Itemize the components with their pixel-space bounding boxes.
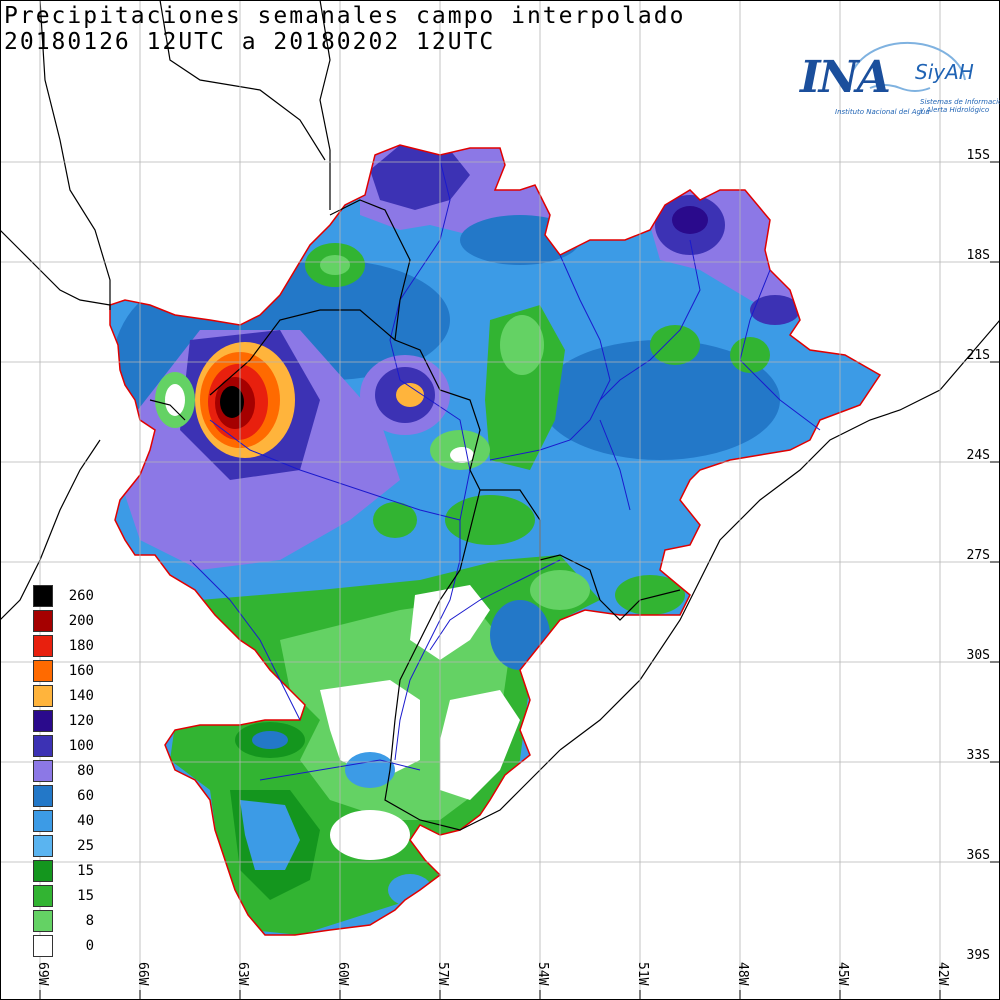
longitude-label: 51W [635,962,650,986]
latitude-label: 21S [966,348,990,363]
latitude-label: 27S [966,548,990,563]
logo-institution-text: Instituto Nacional del Agua [835,108,930,116]
legend-item: 160 [33,660,113,684]
legend-label: 160 [68,663,94,679]
legend-item: 0 [33,935,113,959]
legend-label: 60 [77,788,94,804]
latitude-label: 15S [966,148,990,163]
legend-item: 100 [33,735,113,759]
legend-label: 25 [77,838,94,854]
longitude-label: 69W [35,962,50,986]
legend-label: 140 [68,688,94,704]
legend-item: 120 [33,710,113,734]
legend-item: 80 [33,760,113,784]
map-subtitle: 20180126 12UTC a 20180202 12UTC [4,29,496,55]
legend-swatch [33,935,53,957]
legend-swatch [33,635,53,657]
legend-swatch [33,735,53,757]
legend-swatch [33,610,53,632]
latitude-label: 39S [966,948,990,963]
legend-label: 180 [68,638,94,654]
longitude-label: 57W [435,962,450,986]
legend-label: 8 [85,913,94,929]
legend-label: 15 [77,888,94,904]
legend-label: 15 [77,863,94,879]
legend-swatch [33,660,53,682]
legend-item: 25 [33,835,113,859]
legend-label: 80 [77,763,94,779]
logo-ina-text: INA [800,52,891,103]
legend-item: 200 [33,610,113,634]
legend-swatch [33,685,53,707]
latitude-label: 36S [966,848,990,863]
basin-outline [109,144,882,936]
longitude-label: 48W [735,962,750,986]
longitude-label: 63W [235,962,250,986]
legend-label: 100 [68,738,94,754]
legend-item: 260 [33,585,113,609]
ina-siyah-logo: INA SiyAH Instituto Nacional del Agua Si… [790,30,1000,130]
legend-label: 200 [68,613,94,629]
latitude-label: 24S [966,448,990,463]
longitude-label: 45W [835,962,850,986]
logo-system-line1: Sistemas de Información [920,98,1000,106]
legend-item: 40 [33,810,113,834]
logo-system-text: Sistemas de Información y Alerta Hidroló… [920,98,1000,114]
longitude-label: 66W [135,962,150,986]
legend-label: 260 [68,588,94,604]
logo-arc-icon [848,41,966,92]
legend-swatch [33,835,53,857]
logo-siyah-text: SiyAH [915,60,974,84]
legend-item: 180 [33,635,113,659]
logo-system-line2: y Alerta Hidrológico [920,106,990,114]
map-title: Precipitaciones semanales campo interpol… [4,3,686,29]
legend-item: 8 [33,910,113,934]
legend-item: 15 [33,885,113,909]
legend-item: 15 [33,860,113,884]
longitude-label: 60W [335,962,350,986]
legend-swatch [33,710,53,732]
longitude-label: 54W [535,962,550,986]
legend-label: 0 [85,938,94,954]
legend-item: 140 [33,685,113,709]
latitude-label: 18S [966,248,990,263]
legend-swatch [33,810,53,832]
legend-swatch [33,785,53,807]
longitude-label: 42W [935,962,950,986]
latitude-label: 33S [966,748,990,763]
legend-label: 40 [77,813,94,829]
legend-item: 60 [33,785,113,809]
legend-swatch [33,860,53,882]
latitude-label: 30S [966,648,990,663]
legend-swatch [33,885,53,907]
legend-swatch [33,910,53,932]
legend-swatch [33,585,53,607]
frame-ticks [39,161,1000,1000]
legend-swatch [33,760,53,782]
legend-label: 120 [68,713,94,729]
